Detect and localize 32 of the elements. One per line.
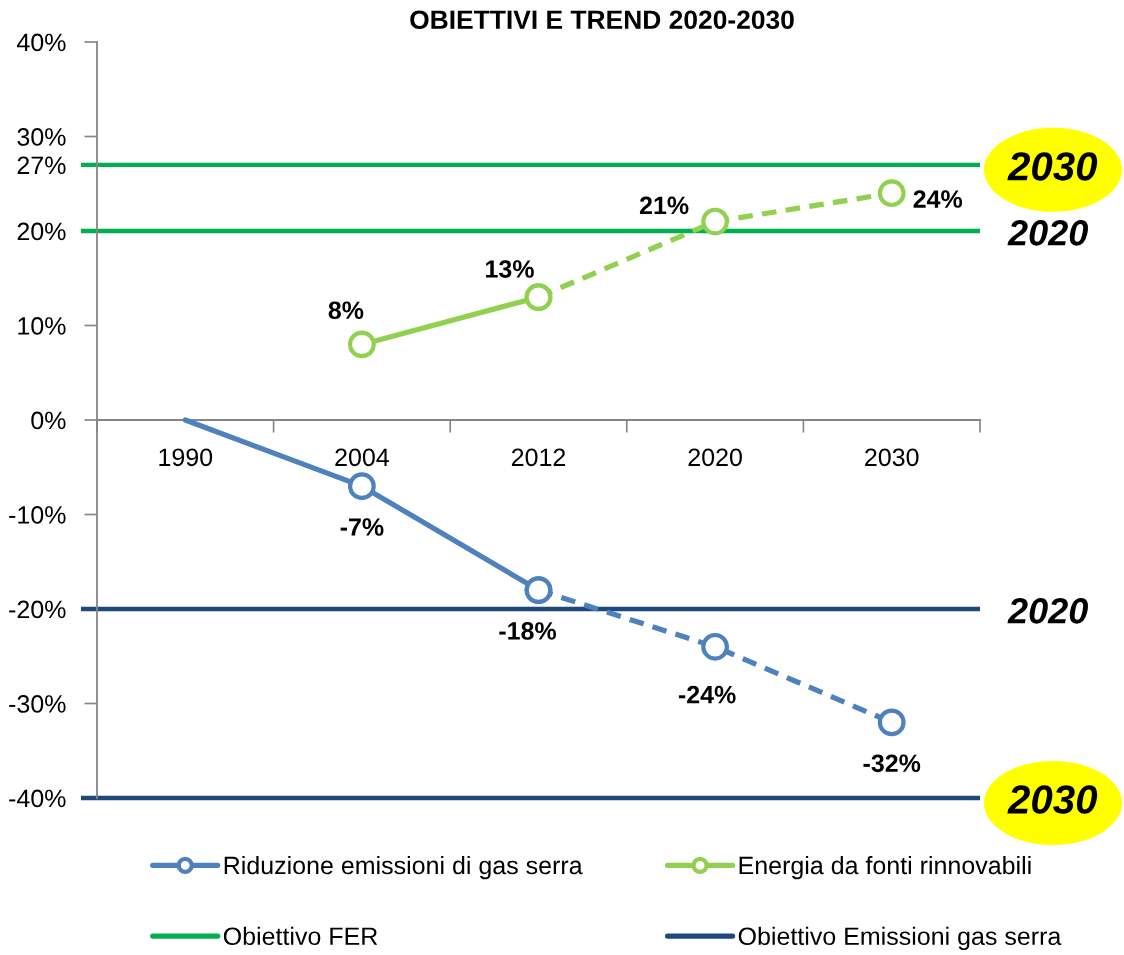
x-tick-label: 1990 bbox=[159, 448, 213, 467]
legend-label: Riduzione emissioni di gas serra bbox=[224, 855, 583, 880]
y-tick-label: -40% bbox=[9, 789, 66, 808]
legend-label: Energia da fonti rinnovabili bbox=[739, 855, 1031, 880]
data-label: 24% bbox=[913, 190, 963, 208]
text: 2030 bbox=[1007, 785, 1098, 814]
y-tick-label: 30% bbox=[17, 128, 66, 146]
x-tick-label: 2020 bbox=[688, 448, 742, 467]
data-label: -32% bbox=[863, 754, 921, 773]
data-label: -7% bbox=[340, 518, 384, 536]
x-tick-label: 2004 bbox=[335, 448, 389, 467]
y-tick-label: 27% bbox=[17, 156, 66, 175]
data-label: 21% bbox=[639, 196, 689, 215]
y-tick-label: -30% bbox=[9, 695, 66, 713]
y-tick-label: -10% bbox=[9, 506, 66, 524]
y-tick-label: -20% bbox=[9, 600, 66, 619]
chart-title: OBIETTIVI E TREND 2020-2030 bbox=[410, 10, 794, 30]
data-label: 13% bbox=[486, 260, 534, 278]
data-label: -18% bbox=[499, 622, 557, 640]
text: 2020 bbox=[1007, 220, 1088, 246]
legend-label: Obiettivo FER bbox=[223, 926, 378, 946]
data-label: 8% bbox=[328, 301, 364, 320]
y-tick-label: 40% bbox=[16, 33, 66, 52]
text: 2020 bbox=[1007, 598, 1088, 624]
x-tick-label: 2030 bbox=[865, 448, 919, 467]
y-tick-label: 0% bbox=[31, 411, 66, 430]
data-label: -24% bbox=[678, 685, 736, 704]
y-tick-label: 20% bbox=[17, 222, 66, 241]
x-tick-label: 2012 bbox=[511, 448, 566, 467]
y-tick-label: 10% bbox=[18, 317, 66, 335]
text: 2030 bbox=[1007, 152, 1098, 181]
legend-label: Obiettivo Emissioni gas serra bbox=[738, 926, 1062, 951]
